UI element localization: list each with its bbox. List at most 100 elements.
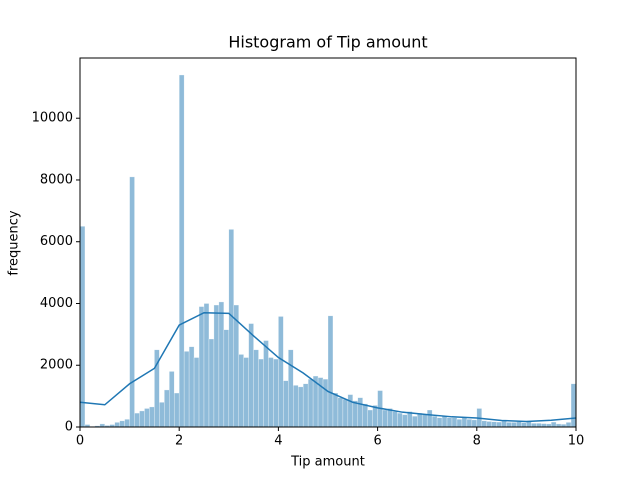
- bar: [481, 420, 487, 428]
- bar: [183, 351, 190, 428]
- bar: [501, 420, 507, 428]
- bar: [456, 419, 463, 428]
- bar: [426, 409, 433, 428]
- bar: [258, 358, 264, 428]
- bar: [124, 419, 130, 428]
- bar: [466, 419, 473, 428]
- bar: [337, 397, 344, 428]
- bar: [238, 354, 244, 428]
- bar: [228, 229, 235, 428]
- bar: [332, 392, 339, 428]
- bar: [367, 409, 373, 428]
- chart-title: Histogram of Tip amount: [228, 33, 427, 52]
- bar: [421, 414, 428, 428]
- y-axis-label: frequency: [7, 210, 22, 276]
- bar: [347, 394, 354, 428]
- bar: [536, 423, 542, 428]
- bar: [431, 415, 438, 428]
- bar: [253, 349, 259, 428]
- bar: [402, 414, 408, 428]
- bar: [134, 412, 140, 428]
- bar: [451, 417, 458, 428]
- bar: [243, 357, 249, 428]
- bar: [550, 421, 557, 428]
- bar: [198, 306, 205, 428]
- x-tick-label: 0: [76, 434, 84, 449]
- bar: [278, 316, 284, 428]
- bar: [322, 378, 329, 428]
- bar: [570, 383, 577, 428]
- bar: [203, 303, 210, 428]
- bar: [79, 226, 86, 428]
- bar: [387, 408, 393, 428]
- bar: [169, 371, 175, 428]
- y-tick-label: 4000: [40, 296, 73, 311]
- bar: [441, 415, 448, 428]
- bar: [173, 392, 180, 428]
- bar: [541, 423, 547, 428]
- y-tick-label: 2000: [40, 358, 73, 373]
- bar: [302, 383, 309, 428]
- bar: [248, 323, 254, 428]
- bar: [263, 340, 269, 428]
- bar: [114, 422, 120, 428]
- bar: [233, 304, 239, 428]
- bar: [288, 349, 294, 428]
- bar: [283, 380, 289, 428]
- bar: [297, 386, 304, 428]
- x-tick-label: 2: [175, 434, 183, 449]
- bar: [307, 378, 314, 428]
- y-tick-label: 0: [65, 420, 73, 435]
- bar: [511, 422, 517, 428]
- bar: [327, 315, 334, 428]
- bar: [144, 408, 150, 428]
- bar: [119, 420, 125, 428]
- bar: [531, 423, 537, 428]
- bar: [372, 405, 378, 428]
- bar: [506, 422, 512, 428]
- x-tick-label: 10: [568, 434, 585, 449]
- bar: [208, 338, 215, 428]
- bar: [471, 419, 478, 428]
- bar: [392, 411, 398, 428]
- bar: [382, 409, 388, 428]
- x-tick-label: 8: [473, 434, 481, 449]
- bar: [461, 417, 468, 428]
- bar: [397, 412, 403, 428]
- bar: [486, 421, 492, 428]
- x-tick-label: 4: [274, 434, 282, 449]
- bar: [521, 422, 527, 428]
- bar: [293, 385, 299, 428]
- bar: [565, 422, 572, 428]
- bar: [178, 74, 185, 428]
- bar: [149, 406, 155, 428]
- bar: [412, 415, 418, 428]
- bar: [139, 410, 145, 428]
- x-axis-label: Tip amount: [290, 455, 365, 470]
- bar: [193, 357, 200, 428]
- plot-area: [79, 74, 577, 428]
- bar: [407, 411, 413, 428]
- bar: [496, 421, 502, 428]
- bar: [223, 329, 230, 428]
- bar: [129, 176, 135, 428]
- bar: [213, 304, 220, 428]
- bar: [436, 417, 443, 428]
- y-tick-label: 10000: [32, 111, 73, 126]
- bar: [516, 421, 522, 428]
- kde-line: [79, 311, 577, 423]
- bar: [446, 417, 453, 428]
- bar: [417, 412, 423, 428]
- bar: [342, 398, 349, 428]
- bar: [273, 358, 279, 428]
- bar: [218, 301, 225, 428]
- bar: [362, 403, 368, 428]
- bar: [268, 357, 274, 428]
- bar: [159, 402, 165, 428]
- bar: [352, 400, 359, 428]
- y-tick-label: 8000: [40, 172, 73, 187]
- bar: [491, 421, 497, 428]
- bar: [357, 397, 363, 428]
- bar: [188, 346, 195, 428]
